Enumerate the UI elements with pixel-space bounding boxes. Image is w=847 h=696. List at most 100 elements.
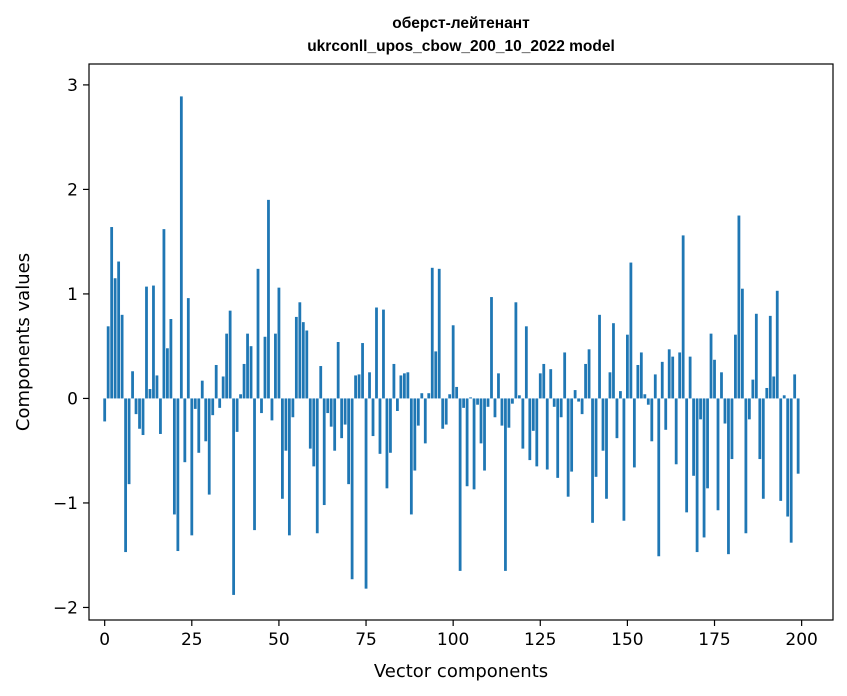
x-tick-label: 50 (268, 630, 290, 650)
bar-75 (364, 398, 368, 589)
bar-159 (657, 398, 661, 557)
bar-104 (465, 398, 469, 487)
bar-140 (591, 398, 594, 523)
bar-9 (134, 398, 138, 415)
bar-194 (779, 398, 783, 501)
bar-57 (301, 322, 305, 399)
bar-78 (375, 307, 378, 399)
bar-28 (200, 380, 204, 399)
bar-38 (235, 398, 239, 432)
bar-168 (688, 356, 692, 399)
bar-82 (389, 398, 392, 453)
bar-110 (486, 398, 490, 407)
bar-129 (552, 398, 556, 407)
bar-33 (218, 398, 222, 408)
bar-43 (253, 398, 256, 531)
bars-group (103, 96, 800, 595)
bar-61 (315, 398, 319, 534)
bar-169 (692, 398, 695, 476)
bar-37 (232, 398, 236, 595)
bar-136 (577, 398, 581, 402)
y-tick-label: −2 (53, 598, 78, 618)
bar-132 (563, 352, 567, 399)
chart-title-line-2: ukrconll_upos_cbow_200_10_2022 model (307, 38, 615, 55)
bar-36 (228, 310, 232, 399)
bar-130 (556, 398, 560, 478)
bar-96 (437, 268, 441, 399)
bar-56 (298, 302, 302, 399)
x-tick-label: 75 (355, 630, 377, 650)
bar-193 (775, 290, 779, 399)
bar-76 (368, 372, 371, 399)
bar-109 (483, 398, 486, 471)
bar-77 (371, 398, 375, 437)
bar-160 (660, 361, 664, 399)
bar-93 (427, 393, 431, 399)
bar-40 (242, 363, 246, 399)
bar-22 (179, 96, 183, 399)
bar-87 (406, 372, 410, 399)
bar-53 (287, 398, 291, 536)
bar-21 (176, 398, 180, 552)
bar-145 (608, 372, 612, 399)
bar-115 (504, 398, 507, 571)
bar-18 (166, 348, 169, 399)
bar-55 (294, 316, 298, 399)
bar-85 (399, 375, 403, 399)
bar-47 (267, 199, 270, 399)
bar-14 (152, 285, 155, 399)
bar-102 (458, 398, 462, 571)
bar-80 (382, 309, 385, 399)
bar-125 (538, 373, 542, 399)
x-tick-label: 200 (785, 630, 817, 650)
bar-94 (430, 267, 434, 399)
bar-186 (751, 379, 755, 399)
bar-167 (685, 398, 689, 513)
bar-191 (768, 315, 772, 399)
bar-137 (580, 398, 584, 415)
bar-154 (639, 352, 643, 399)
bar-120 (521, 398, 525, 449)
bar-86 (402, 373, 406, 399)
bar-122 (528, 398, 532, 461)
bar-170 (695, 398, 699, 553)
bar-15 (155, 375, 159, 399)
x-axis-label: Vector components (374, 661, 548, 682)
bar-183 (741, 288, 744, 399)
bar-198 (793, 374, 797, 399)
bar-155 (643, 394, 647, 399)
bar-81 (385, 398, 389, 489)
bar-100 (451, 325, 455, 399)
bar-121 (524, 326, 528, 399)
bar-119 (517, 395, 521, 399)
bar-195 (782, 395, 786, 399)
bar-163 (671, 356, 675, 399)
bar-139 (587, 349, 591, 399)
bar-64 (326, 398, 330, 414)
bar-97 (441, 398, 445, 429)
y-axis-ticks: −2 −1 0 1 2 3 (53, 76, 89, 618)
bar-23 (183, 398, 187, 463)
bar-124 (535, 398, 539, 467)
bar-114 (500, 398, 504, 426)
bar-153 (636, 364, 640, 399)
bar-63 (322, 398, 326, 506)
bar-117 (511, 398, 514, 404)
bar-39 (239, 394, 242, 399)
bar-48 (270, 398, 274, 421)
bar-35 (225, 333, 229, 399)
bar-29 (204, 398, 208, 442)
bar-187 (754, 313, 758, 399)
bar-152 (632, 398, 636, 468)
bar-32 (214, 364, 218, 399)
bar-185 (747, 398, 751, 420)
bar-127 (545, 398, 549, 470)
bar-19 (169, 319, 173, 399)
bar-158 (653, 374, 657, 399)
bar-128 (549, 369, 553, 399)
bar-20 (172, 398, 176, 515)
bar-25 (190, 398, 194, 536)
bar-171 (699, 398, 702, 420)
bar-174 (709, 333, 713, 399)
bar-59 (308, 398, 312, 449)
